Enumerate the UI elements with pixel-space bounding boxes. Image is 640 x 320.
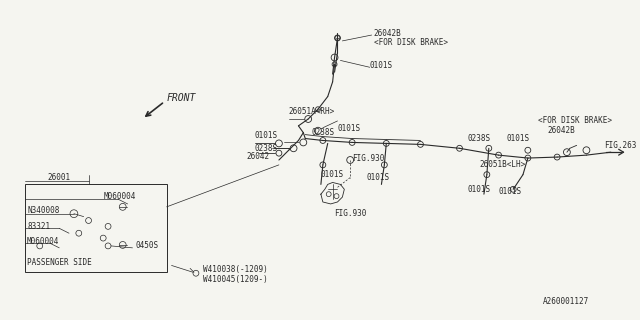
Text: W410045(1209-): W410045(1209-) — [203, 275, 268, 284]
Text: 0238S: 0238S — [467, 134, 490, 143]
Text: FRONT: FRONT — [166, 92, 196, 102]
Text: 0101S: 0101S — [255, 131, 278, 140]
Text: 0101S: 0101S — [506, 134, 529, 143]
Text: 0101S: 0101S — [467, 185, 490, 194]
Text: 83321: 83321 — [27, 222, 50, 231]
Text: M060004: M060004 — [27, 236, 60, 245]
Text: M060004: M060004 — [103, 192, 136, 201]
Text: A260001127: A260001127 — [543, 297, 589, 306]
Text: 0101S: 0101S — [367, 173, 390, 182]
Text: 26001: 26001 — [47, 173, 70, 182]
Text: FIG.263: FIG.263 — [604, 141, 636, 150]
Text: 26042B: 26042B — [374, 28, 401, 37]
Text: 26042B: 26042B — [547, 126, 575, 135]
Text: <FOR DISK BRAKE>: <FOR DISK BRAKE> — [374, 38, 447, 47]
Text: 26051B<LH>: 26051B<LH> — [479, 160, 525, 169]
Text: 0238S: 0238S — [311, 128, 334, 137]
Text: <FOR DISK BRAKE>: <FOR DISK BRAKE> — [538, 116, 612, 125]
Text: 26051A<RH>: 26051A<RH> — [289, 107, 335, 116]
Bar — [25, 184, 166, 272]
Text: 0238S: 0238S — [255, 144, 278, 153]
Text: 0101S: 0101S — [499, 187, 522, 196]
Text: N340008: N340008 — [27, 206, 60, 215]
Text: PASSENGER SIDE: PASSENGER SIDE — [27, 258, 92, 267]
Text: 0101S: 0101S — [370, 61, 393, 70]
Text: 26042: 26042 — [246, 152, 270, 161]
Text: W410038(-1209): W410038(-1209) — [203, 265, 268, 274]
Text: FIG.930: FIG.930 — [335, 209, 367, 218]
Text: FIG.930: FIG.930 — [352, 154, 385, 163]
Text: 0101S: 0101S — [321, 170, 344, 179]
Text: 0450S: 0450S — [136, 241, 159, 251]
Text: 0101S: 0101S — [337, 124, 360, 133]
